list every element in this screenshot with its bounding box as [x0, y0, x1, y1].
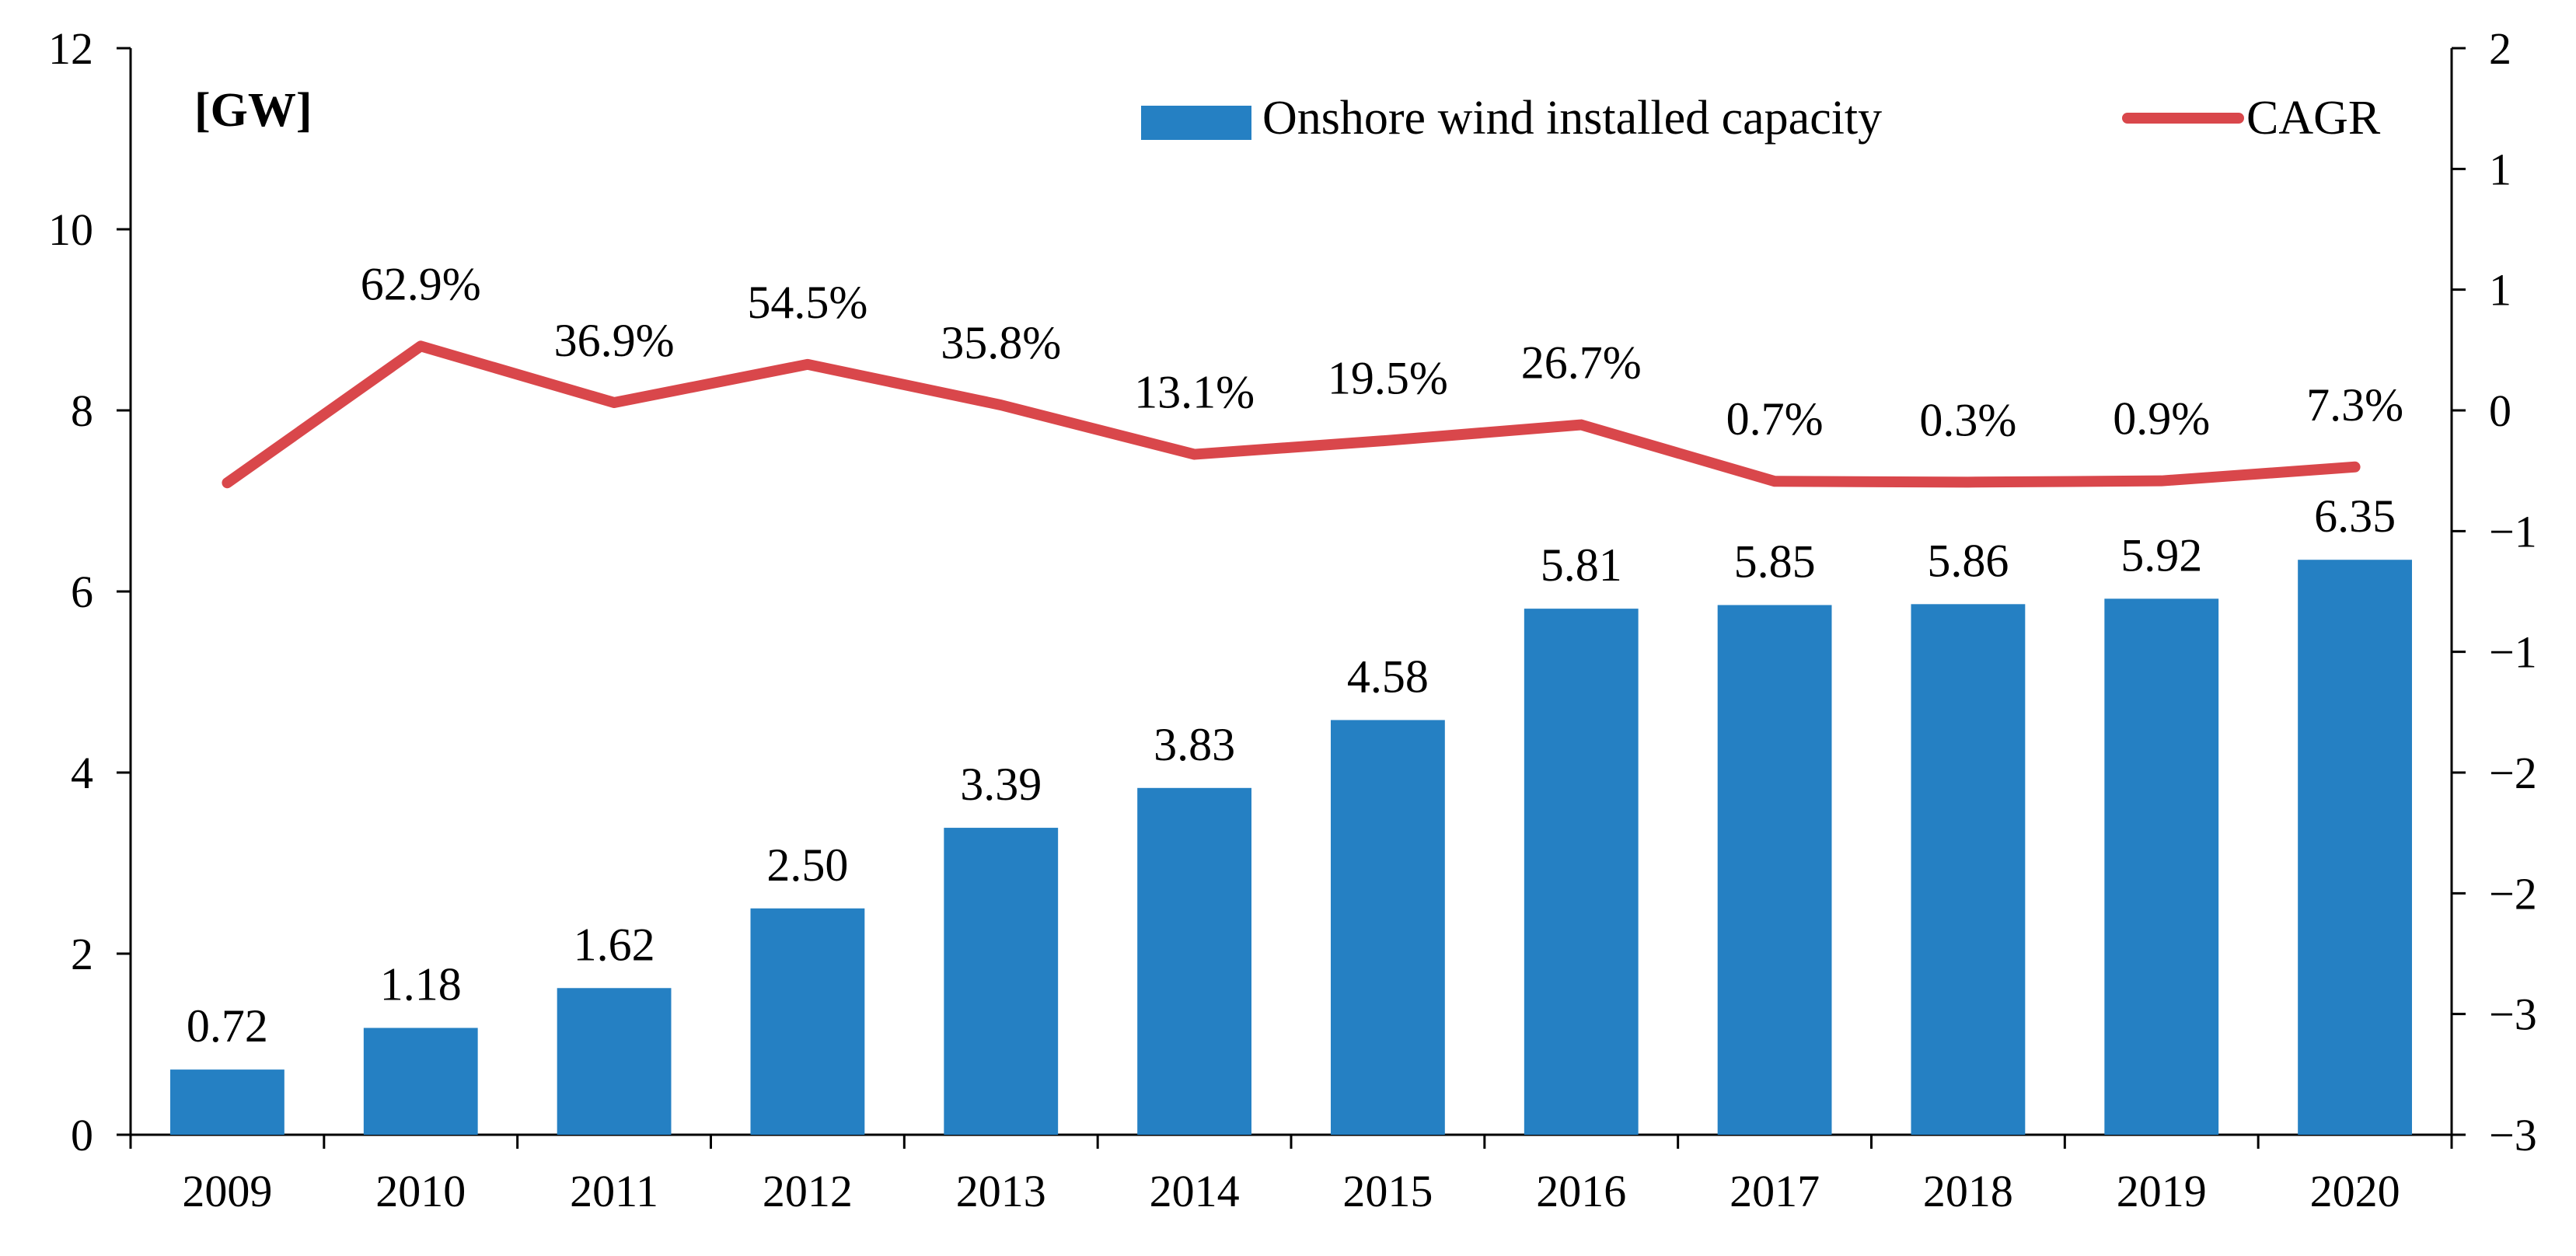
bar	[1717, 605, 1832, 1135]
bar-value-label: 5.81	[1541, 539, 1622, 591]
bar	[944, 828, 1059, 1135]
bar-value-label: 5.92	[2120, 529, 2202, 581]
bar	[363, 1027, 478, 1135]
cagr-value-label: 19.5%	[1328, 353, 1448, 404]
y-left-tick-label: 12	[48, 23, 93, 74]
cagr-line	[222, 340, 2361, 489]
legend: Onshore wind installed capacity CAGR	[1141, 92, 2381, 145]
y-right-tick-label: 0	[2489, 386, 2511, 436]
y-left-tick-label: 8	[71, 386, 93, 436]
bar-value-label: 5.86	[1927, 535, 2009, 586]
cagr-value-label: 62.9%	[361, 258, 481, 309]
bar	[1911, 604, 2026, 1135]
x-tick-label: 2020	[2310, 1166, 2400, 1216]
y-left-tick-label: 0	[71, 1110, 93, 1160]
bar	[750, 908, 865, 1135]
x-tick-label: 2016	[1536, 1166, 1626, 1216]
y-right-tick-label: 1	[2489, 144, 2511, 194]
bar	[170, 1069, 284, 1135]
legend-line-label: CAGR	[2246, 92, 2381, 145]
cagr-value-label: 7.3%	[2306, 379, 2403, 431]
y-right-tick-label: −2	[2489, 748, 2537, 798]
line-series	[222, 340, 2361, 489]
x-tick-label: 2018	[1923, 1166, 2013, 1216]
bar	[557, 988, 672, 1135]
cagr-value-label: 26.7%	[1521, 337, 1642, 389]
y-left-tick-label: 4	[71, 748, 93, 798]
cagr-value-label: 13.1%	[1134, 367, 1255, 418]
bar-value-label: 4.58	[1347, 651, 1429, 702]
cagr-value-label: 54.5%	[747, 277, 867, 328]
line-data-labels: 62.9% 36.9% 54.5% 35.8% 13.1% 19.5% 26.7% 0.7% 0…	[361, 258, 2403, 445]
x-tick-label: 2009	[182, 1166, 272, 1216]
x-tick-label: 2017	[1730, 1166, 1820, 1216]
cagr-value-label: 35.8%	[941, 317, 1061, 368]
bar	[2298, 560, 2412, 1135]
x-tick-label: 2019	[2117, 1166, 2207, 1216]
bar-value-label: 3.39	[960, 759, 1042, 810]
axes	[117, 47, 2466, 1149]
y-right-tick-label: 1	[2489, 265, 2511, 316]
x-tick-label: 2012	[763, 1166, 853, 1216]
bar-value-label: 1.18	[380, 959, 462, 1010]
legend-bar-swatch	[1141, 106, 1251, 140]
cagr-value-label: 0.7%	[1726, 393, 1824, 445]
x-tick-label: 2010	[375, 1166, 466, 1216]
bar-value-label: 5.85	[1734, 536, 1816, 587]
bar-value-label: 2.50	[766, 839, 848, 891]
y-right-tick-label: −2	[2489, 868, 2537, 919]
y-right-tick-label: 2	[2489, 23, 2511, 74]
cagr-value-label: 0.9%	[2113, 393, 2210, 445]
bar-data-labels: 0.72 1.18 1.62 2.50 3.39 3.83 4.58 5.81 5.85 5.86…	[187, 490, 2396, 1052]
y-left-tick-label: 6	[71, 567, 93, 617]
bar	[1331, 720, 1445, 1135]
y-right-tick-label: −1	[2489, 506, 2537, 556]
y-right-tick-label: −3	[2489, 989, 2537, 1040]
bar-value-label: 0.72	[187, 1000, 268, 1052]
bar-value-label: 3.83	[1154, 719, 1235, 770]
cagr-value-label: 36.9%	[554, 315, 675, 366]
x-tick-label: 2015	[1342, 1166, 1433, 1216]
bar-series	[170, 560, 2412, 1135]
x-tick-label: 2014	[1150, 1166, 1240, 1216]
y-right-tick-label: −1	[2489, 627, 2537, 678]
x-tick-label: 2013	[956, 1166, 1046, 1216]
bar	[1137, 787, 1251, 1135]
y-left-tick-label: 10	[48, 204, 93, 255]
y-right-tick-label: −3	[2489, 1110, 2537, 1160]
x-tick-label: 2011	[570, 1166, 658, 1216]
unit-label: [GW]	[194, 84, 312, 137]
cagr-value-label: 0.3%	[1919, 394, 2016, 445]
bar-value-label: 6.35	[2314, 490, 2396, 542]
legend-bar-label: Onshore wind installed capacity	[1262, 92, 1882, 145]
bar-value-label: 1.62	[574, 919, 655, 970]
bar	[2104, 598, 2219, 1135]
y-left-tick-label: 2	[71, 929, 93, 979]
bar	[1524, 609, 1639, 1135]
